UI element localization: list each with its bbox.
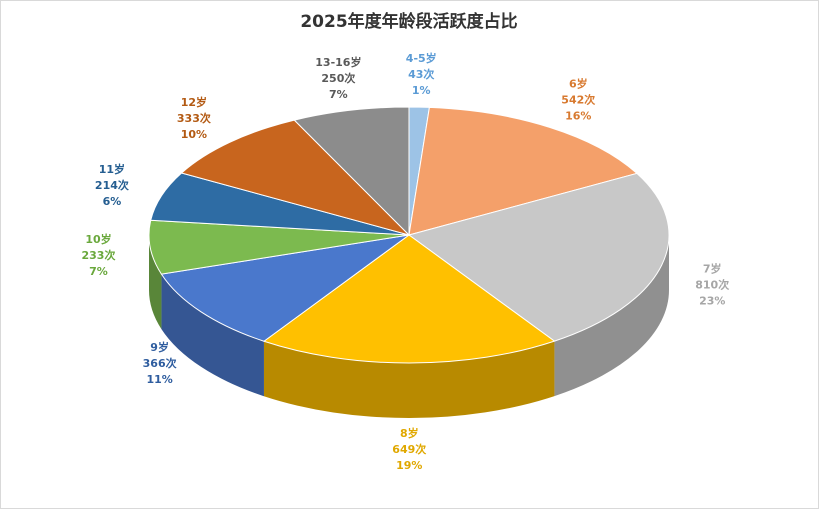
slice xyxy=(408,106,638,236)
value-label: 810次 xyxy=(695,278,729,292)
category-label: 10岁 xyxy=(85,232,111,246)
labels: 4-5岁 43次 1% 6岁 542次 16% 7岁 810次 23% 8岁 649次 19% 9岁 36… xyxy=(82,51,730,472)
category-label: 8岁 xyxy=(400,426,419,440)
slice-wall xyxy=(149,235,162,330)
value-label: 333次 xyxy=(177,111,211,125)
value-label: 214次 xyxy=(95,178,129,192)
percent-label: 7% xyxy=(329,88,348,101)
category-label: 13-16岁 xyxy=(315,55,361,69)
slice xyxy=(148,219,410,275)
percent-label: 1% xyxy=(412,84,431,97)
slice xyxy=(407,172,670,342)
percent-label: 19% xyxy=(396,459,422,472)
percent-label: 10% xyxy=(181,128,207,141)
category-label: 4-5岁 xyxy=(406,51,437,65)
slice xyxy=(160,234,410,342)
slice xyxy=(293,106,410,237)
percent-label: 11% xyxy=(146,373,172,386)
value-label: 43次 xyxy=(408,67,434,81)
percent-label: 6% xyxy=(103,195,122,208)
slice-wall xyxy=(263,341,555,418)
value-label: 649次 xyxy=(392,442,426,456)
category-label: 7岁 xyxy=(703,262,722,276)
slice-wall xyxy=(161,274,264,397)
percent-label: 7% xyxy=(89,265,108,278)
value-label: 542次 xyxy=(561,93,595,107)
category-label: 11岁 xyxy=(99,162,125,176)
category-label: 9岁 xyxy=(150,340,169,354)
chart-title: 2025年度年龄段活跃度占比 xyxy=(300,11,517,32)
percent-label: 23% xyxy=(699,295,725,308)
percent-label: 16% xyxy=(565,110,591,123)
category-label: 6岁 xyxy=(569,77,588,91)
slice xyxy=(180,119,411,236)
value-label: 250次 xyxy=(321,71,355,85)
category-label: 12岁 xyxy=(181,95,207,109)
value-label: 233次 xyxy=(82,248,116,262)
slice xyxy=(262,234,556,364)
pie-tops xyxy=(148,106,670,364)
value-label: 366次 xyxy=(143,356,177,370)
